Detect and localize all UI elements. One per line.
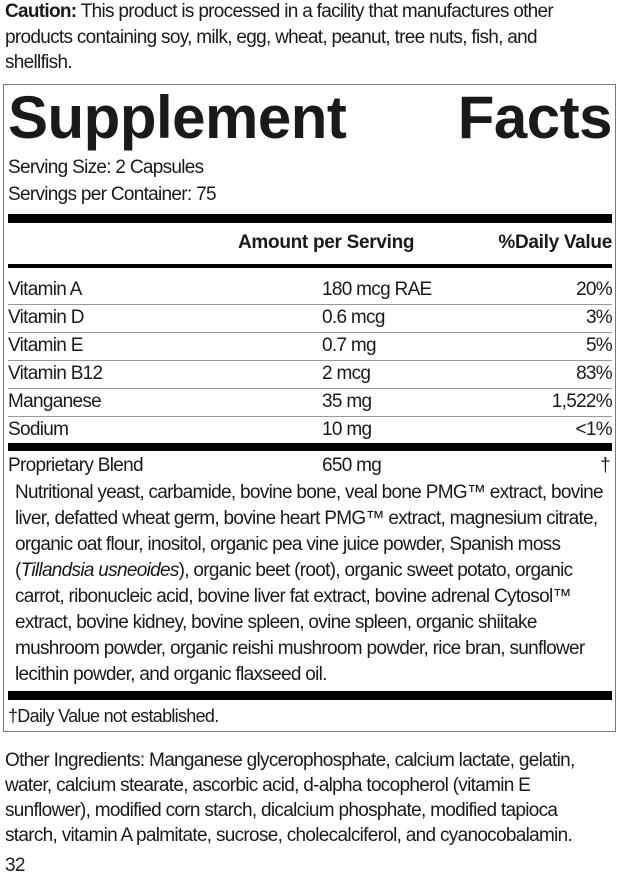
blend-line: mushroom powder, organic reishi mushroom… [15, 638, 585, 659]
supplement-facts-panel [3, 84, 616, 732]
blend-line: carrot, ribonucleic acid, bovine liver f… [15, 586, 571, 607]
column-header-daily-value: %Daily Value [498, 232, 612, 253]
nutrient-name: Manganese [8, 391, 102, 412]
nutrient-amount: 180 mcg RAE [322, 279, 432, 300]
thick-divider [8, 214, 612, 223]
blend-text: ), organic beet (root), organic sweet po… [178, 560, 573, 581]
blend-line: (Tillandsia usneoides), organic beet (ro… [15, 560, 573, 582]
other-ingredients-line: water, calcium stearate, ascorbic acid, … [5, 775, 531, 796]
caution-line: Caution: This product is processed in a … [5, 1, 554, 23]
other-ingredients-line: Other Ingredients: Manganese glycerophos… [5, 750, 575, 771]
latin-name: Tillandsia usneoides [20, 560, 180, 581]
row-divider [8, 416, 612, 417]
blend-line: lecithin powder, and organic flaxseed oi… [15, 664, 327, 685]
column-header-amount: Amount per Serving [238, 232, 415, 253]
caution-label: Caution: [5, 1, 77, 22]
blend-daily-value: † [600, 455, 611, 476]
nutrient-amount: 10 mg [322, 419, 372, 440]
nutrient-daily-value: 1,522% [551, 391, 613, 412]
nutrient-name: Vitamin A [8, 279, 82, 300]
nutrient-name: Vitamin D [8, 307, 84, 328]
panel-title-left: Supplement [8, 84, 347, 151]
nutrient-daily-value: <1% [575, 419, 613, 440]
nutrient-name: Sodium [8, 419, 69, 440]
row-divider [8, 332, 612, 333]
other-ingredients-line: starch, vitamin A palmitate, sucrose, ch… [5, 825, 573, 846]
nutrient-amount: 0.6 mcg [322, 307, 385, 328]
caution-line: shellfish. [5, 52, 73, 73]
nutrient-name: Vitamin E [8, 335, 83, 356]
other-ingredients-line: sunflower), modified corn starch, dicalc… [5, 800, 558, 821]
blend-name: Proprietary Blend [8, 455, 144, 476]
nutrient-daily-value: 20% [576, 279, 613, 300]
row-divider [8, 360, 612, 361]
caution-line: products containing soy, milk, egg, whea… [5, 27, 538, 48]
blend-line: extract, bovine kidney, bovine spleen, o… [15, 612, 537, 633]
blend-amount: 650 mg [322, 455, 382, 476]
serving-size: Serving Size: 2 Capsules [8, 157, 204, 178]
footnote: †Daily Value not established. [8, 706, 219, 726]
row-divider [8, 388, 612, 389]
row-divider [8, 304, 612, 305]
nutrient-daily-value: 5% [585, 335, 613, 356]
medium-divider [8, 264, 612, 268]
nutrient-daily-value: 3% [585, 307, 613, 328]
thick-divider [8, 691, 612, 700]
thick-divider [8, 443, 612, 451]
nutrient-amount: 2 mcg [322, 363, 371, 384]
paren: ( [15, 560, 21, 581]
nutrient-daily-value: 83% [576, 363, 613, 384]
blend-line: organic oat flour, inositol, organic pea… [15, 534, 561, 555]
blend-line: Nutritional yeast, carbamide, bovine bon… [15, 482, 604, 503]
nutrient-amount: 0.7 mg [322, 335, 377, 356]
servings-per-container: Servings per Container: 75 [8, 184, 217, 205]
page-number: 32 [5, 855, 25, 876]
nutrient-name: Vitamin B12 [8, 363, 103, 384]
caution-text: This product is processed in a facility … [76, 1, 554, 22]
panel-title-right: Facts [457, 84, 613, 151]
nutrient-amount: 35 mg [322, 391, 372, 412]
blend-line: liver, defatted wheat germ, bovine heart… [15, 508, 598, 529]
